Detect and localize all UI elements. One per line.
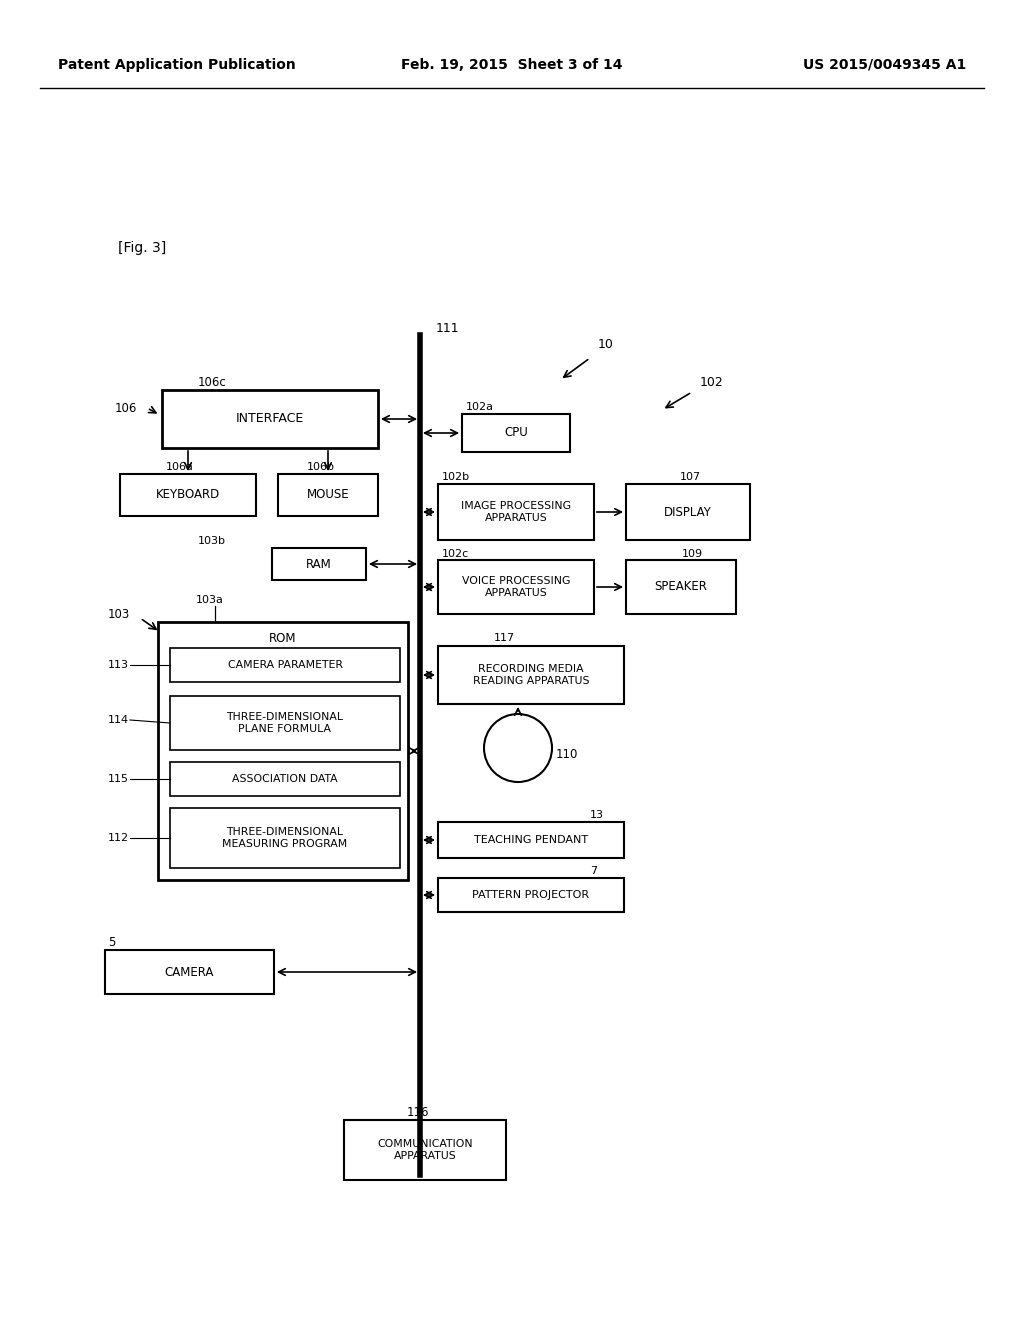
Text: KEYBOARD: KEYBOARD — [156, 488, 220, 502]
Text: US 2015/0049345 A1: US 2015/0049345 A1 — [803, 58, 966, 73]
Text: 117: 117 — [494, 634, 515, 643]
Text: VOICE PROCESSING
APPARATUS: VOICE PROCESSING APPARATUS — [462, 577, 570, 598]
Text: 5: 5 — [108, 936, 116, 949]
Bar — [438, 645, 624, 704]
Bar — [272, 548, 366, 579]
Bar — [626, 484, 750, 540]
Text: 106a: 106a — [166, 462, 194, 473]
Text: 112: 112 — [108, 833, 129, 843]
Text: CAMERA PARAMETER: CAMERA PARAMETER — [227, 660, 342, 671]
Text: 113: 113 — [108, 660, 129, 671]
Text: SPEAKER: SPEAKER — [654, 581, 708, 594]
Text: 13: 13 — [590, 810, 604, 820]
Text: 106: 106 — [115, 401, 137, 414]
Bar — [158, 622, 408, 880]
Text: THREE-DIMENSIONAL
PLANE FORMULA: THREE-DIMENSIONAL PLANE FORMULA — [226, 713, 343, 734]
Text: 110: 110 — [556, 747, 579, 760]
Bar — [344, 1119, 506, 1180]
Text: ROM: ROM — [269, 631, 297, 644]
Circle shape — [484, 714, 552, 781]
Text: Feb. 19, 2015  Sheet 3 of 14: Feb. 19, 2015 Sheet 3 of 14 — [401, 58, 623, 73]
Bar — [120, 474, 256, 516]
Text: 10: 10 — [598, 338, 613, 351]
Bar — [170, 648, 400, 682]
Text: INTERFACE: INTERFACE — [236, 412, 304, 425]
Text: COMMUNICATION
APPARATUS: COMMUNICATION APPARATUS — [377, 1139, 473, 1160]
Text: 114: 114 — [108, 715, 129, 725]
Text: RECORDING MEDIA
READING APPARATUS: RECORDING MEDIA READING APPARATUS — [473, 664, 589, 686]
Text: 116: 116 — [407, 1106, 429, 1118]
Bar — [438, 560, 594, 614]
Text: IMAGE PROCESSING
APPARATUS: IMAGE PROCESSING APPARATUS — [461, 502, 571, 523]
Text: PATTERN PROJECTOR: PATTERN PROJECTOR — [472, 890, 590, 900]
Text: 107: 107 — [680, 473, 701, 482]
Text: 106b: 106b — [307, 462, 335, 473]
Text: 102a: 102a — [466, 403, 494, 412]
Text: 103a: 103a — [196, 595, 224, 605]
Text: THREE-DIMENSIONAL
MEASURING PROGRAM: THREE-DIMENSIONAL MEASURING PROGRAM — [222, 828, 347, 849]
Text: 7: 7 — [590, 866, 597, 876]
Bar — [438, 484, 594, 540]
Bar — [170, 808, 400, 869]
Text: CPU: CPU — [504, 426, 528, 440]
Text: RAM: RAM — [306, 557, 332, 570]
Text: 103: 103 — [108, 607, 130, 620]
Text: Patent Application Publication: Patent Application Publication — [58, 58, 296, 73]
Text: 103b: 103b — [198, 536, 226, 546]
Text: MOUSE: MOUSE — [306, 488, 349, 502]
Text: TEACHING PENDANT: TEACHING PENDANT — [474, 836, 588, 845]
Bar — [438, 822, 624, 858]
Text: DISPLAY: DISPLAY — [664, 506, 712, 519]
Text: 102: 102 — [700, 375, 724, 388]
Bar — [438, 878, 624, 912]
Text: 115: 115 — [108, 774, 129, 784]
Bar — [278, 474, 378, 516]
Bar — [626, 560, 736, 614]
Bar — [170, 762, 400, 796]
Text: 102b: 102b — [442, 473, 470, 482]
Bar — [462, 414, 570, 451]
Text: [Fig. 3]: [Fig. 3] — [118, 242, 166, 255]
Text: ASSOCIATION DATA: ASSOCIATION DATA — [232, 774, 338, 784]
Text: 111: 111 — [436, 322, 460, 334]
Text: 106c: 106c — [198, 375, 226, 388]
Bar — [170, 696, 400, 750]
Bar — [162, 389, 378, 447]
Text: 102c: 102c — [442, 549, 469, 558]
Text: 109: 109 — [682, 549, 703, 558]
Bar — [105, 950, 274, 994]
Text: CAMERA: CAMERA — [165, 965, 214, 978]
